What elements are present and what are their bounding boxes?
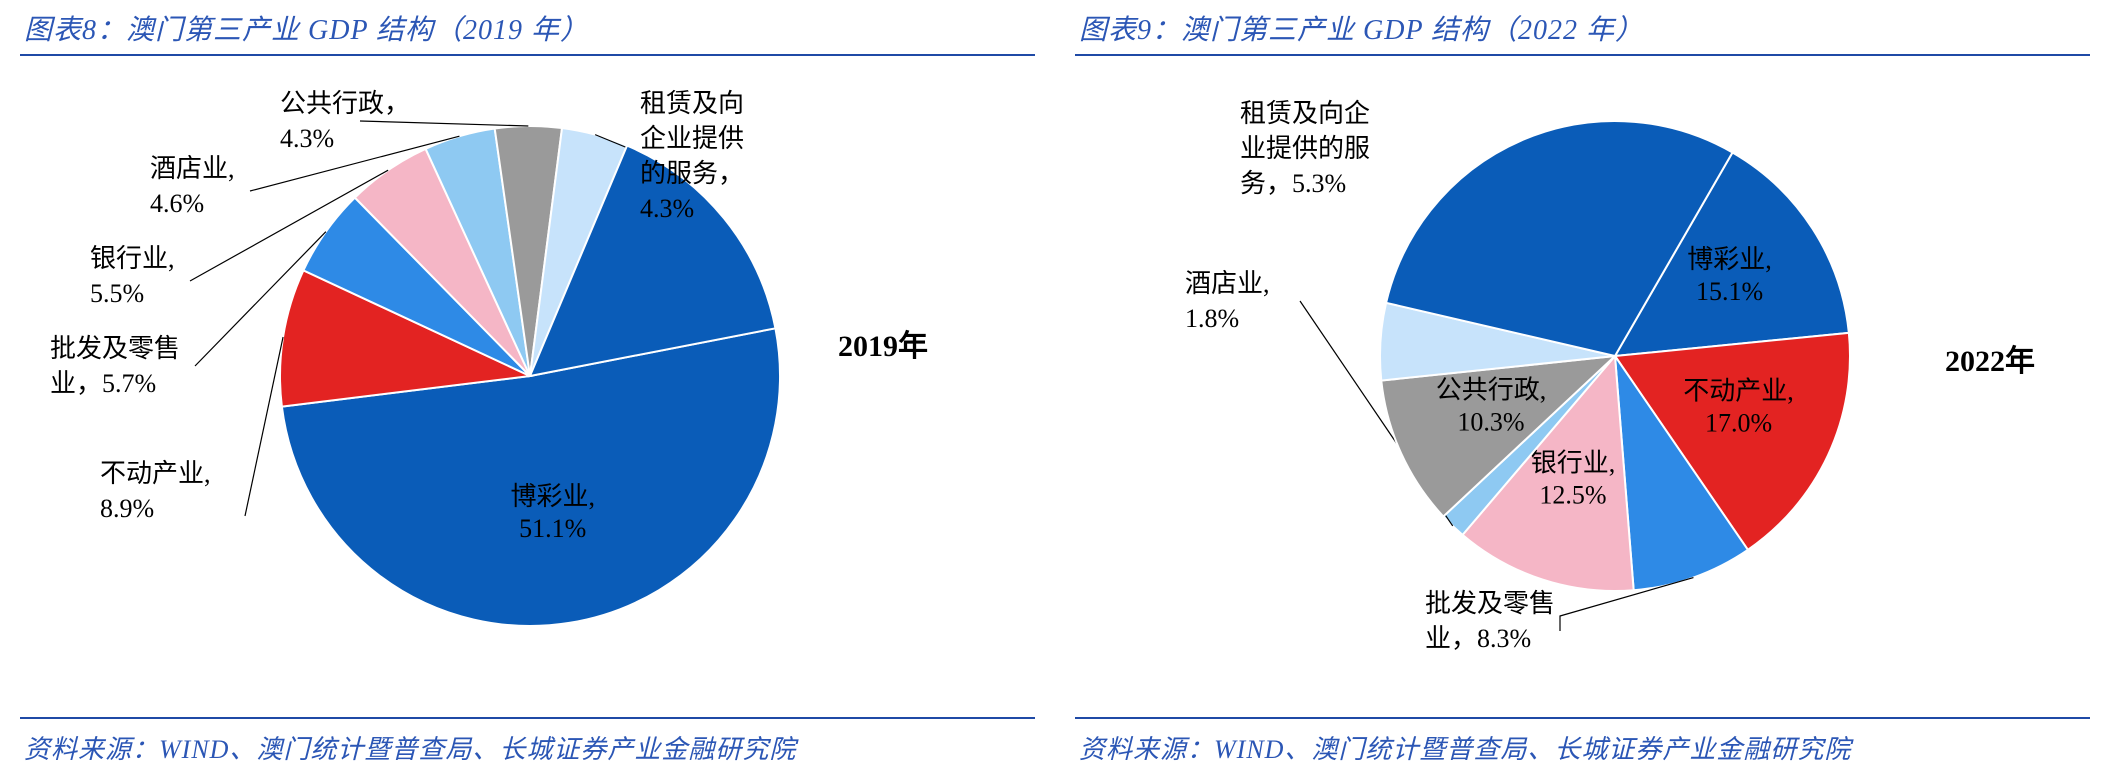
left-label-budongchan: 不动产业, 8.9% — [100, 456, 211, 526]
right-chart-area: 博彩业,15.1%不动产业,17.0%银行业,12.5%公共行政,10.3% 2… — [1075, 56, 2090, 717]
left-panel: 图表8：澳门第三产业 GDP 结构（2019 年） 博彩业,51.1% 2019… — [0, 0, 1055, 770]
right-label-jiudian: 酒店业, 1.8% — [1185, 266, 1270, 336]
right-title-bar: 图表9：澳门第三产业 GDP 结构（2022 年） — [1075, 0, 2090, 56]
right-year-label: 2022年 — [1945, 336, 2035, 380]
right-chart-title: 图表9：澳门第三产业 GDP 结构（2022 年） — [1079, 8, 2086, 48]
right-label-zulin: 租赁及向企 业提供的服 务，5.3% — [1240, 96, 1370, 201]
right-source-text: 资料来源：WIND、澳门统计暨普查局、长城证券产业金融研究院 — [1079, 729, 2086, 766]
leader-1 — [245, 337, 283, 516]
left-label-jiudian: 酒店业, 4.6% — [150, 151, 235, 221]
left-label-pifa: 批发及零售 业，5.7% — [50, 331, 180, 401]
left-label-zulin: 租赁及向 企业提供 的服务， 4.3% — [640, 86, 744, 226]
left-label-gonggong: 公共行政， 4.3% — [280, 86, 410, 156]
right-pie: 博彩业,15.1%不动产业,17.0%银行业,12.5%公共行政,10.3% — [1075, 56, 2090, 706]
left-chart-area: 博彩业,51.1% 2019年 不动产业, 8.9% 批发及零售 业，5.7% … — [20, 56, 1035, 717]
left-year-label: 2019年 — [838, 321, 928, 365]
right-source-bar: 资料来源：WIND、澳门统计暨普查局、长城证券产业金融研究院 — [1075, 717, 2090, 770]
right-label-pifa: 批发及零售 业，8.3% — [1425, 586, 1555, 656]
left-source-text: 资料来源：WIND、澳门统计暨普查局、长城证券产业金融研究院 — [24, 729, 1031, 766]
right-panel: 图表9：澳门第三产业 GDP 结构（2022 年） 博彩业,15.1%不动产业,… — [1055, 0, 2110, 770]
left-chart-title: 图表8：澳门第三产业 GDP 结构（2019 年） — [24, 8, 1031, 48]
left-source-bar: 资料来源：WIND、澳门统计暨普查局、长城证券产业金融研究院 — [20, 717, 1035, 770]
left-title-bar: 图表8：澳门第三产业 GDP 结构（2019 年） — [20, 0, 1035, 56]
left-label-yinhang: 银行业, 5.5% — [90, 241, 175, 311]
